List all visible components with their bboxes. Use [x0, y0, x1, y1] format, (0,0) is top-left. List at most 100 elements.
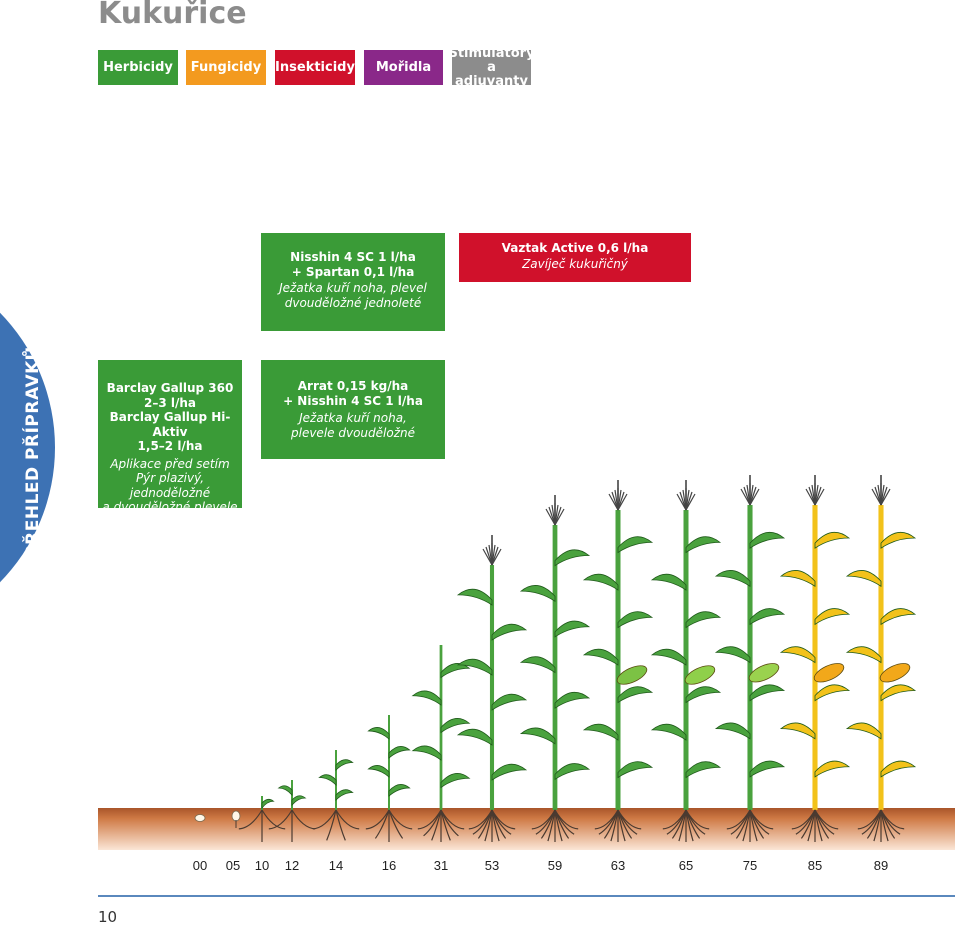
leaf-icon	[814, 531, 851, 549]
root-icon	[423, 809, 442, 837]
leaf-icon	[367, 727, 390, 740]
leaf-icon	[440, 773, 471, 789]
leaf-icon	[335, 789, 354, 801]
leaf-icon	[554, 549, 591, 567]
leaf-icon	[685, 611, 722, 629]
product-box-barclay: Barclay Gallup 360 2–3 l/ha Barclay Gall…	[98, 360, 242, 514]
product-box-arrat: Arrat 0,15 kg/ha + Nisshin 4 SC 1 l/ha J…	[261, 360, 445, 459]
leaf-icon	[779, 570, 816, 587]
leaf-icon	[582, 723, 619, 741]
stage-label-16: 16	[381, 858, 397, 873]
root-icon	[261, 809, 286, 830]
product-box-nisshin: Nisshin 4 SC 1 l/ha + Spartan 0,1 l/ha J…	[261, 233, 445, 331]
tassel-icon	[749, 488, 760, 506]
leaf-icon	[388, 746, 411, 759]
leaf-icon	[714, 722, 751, 740]
corn-cob-icon	[616, 665, 648, 685]
leaf-icon	[685, 761, 722, 779]
leaf-icon	[491, 763, 528, 781]
leaf-icon	[582, 648, 619, 666]
leaf-icon	[650, 723, 687, 741]
stage-label-59: 59	[547, 858, 563, 873]
corn-cob-icon	[684, 665, 716, 685]
stage-label-89: 89	[873, 858, 889, 873]
leaf-icon	[749, 684, 786, 702]
soil	[98, 808, 955, 850]
leaf-icon	[491, 693, 528, 711]
leaf-icon	[456, 588, 493, 606]
leaf-icon	[554, 763, 591, 781]
leaf-icon	[519, 656, 556, 674]
leaf-icon	[367, 765, 390, 778]
leaf-icon	[845, 570, 882, 587]
leaf-icon	[440, 718, 471, 734]
leaf-icon	[388, 784, 411, 797]
tab-insekticidy[interactable]: Insekticidy	[275, 50, 355, 85]
tassel-icon	[554, 508, 565, 526]
root-icon	[326, 809, 337, 841]
tassel-icon	[491, 548, 502, 566]
leaf-icon	[617, 536, 654, 554]
root-icon	[365, 809, 390, 830]
stage-label-14: 14	[328, 858, 344, 873]
side-band	[0, 255, 70, 640]
leaf-icon	[845, 646, 882, 664]
stage-label-65: 65	[678, 858, 694, 873]
tassel-icon	[880, 488, 891, 506]
stage-label-85: 85	[807, 858, 823, 873]
root-icon	[268, 809, 293, 830]
product-box-vaztak: Vaztak Active 0,6 l/ha Zavíječ kukuřičný	[459, 233, 691, 282]
leaf-icon	[617, 686, 654, 704]
leaf-icon	[880, 608, 917, 626]
corn-cob-icon	[813, 663, 845, 683]
leaf-icon	[617, 761, 654, 779]
corn-cob-icon	[879, 663, 911, 683]
tab-stimulatory[interactable]: Stimulátory a adjuvanty	[448, 45, 535, 89]
root-icon	[312, 809, 337, 830]
leaf-icon	[814, 684, 851, 702]
tab-herbicidy[interactable]: Herbicidy	[98, 50, 178, 85]
stage-label-63: 63	[610, 858, 626, 873]
leaf-icon	[582, 573, 619, 591]
root-icon	[749, 809, 774, 830]
leaf-icon	[779, 646, 816, 664]
leaf-icon	[685, 686, 722, 704]
leaf-icon	[814, 760, 851, 778]
root-icon	[814, 809, 839, 830]
seed-icon	[231, 810, 241, 822]
root-icon	[335, 809, 360, 830]
tab-moridla[interactable]: Mořidla	[364, 50, 443, 85]
leaf-icon	[814, 608, 851, 626]
page-title: Kukuřice	[98, 0, 247, 31]
root-icon	[431, 809, 442, 841]
stage-label-53: 53	[484, 858, 500, 873]
root-icon	[685, 809, 710, 830]
leaf-icon	[411, 745, 442, 761]
root-icon	[880, 809, 905, 830]
root-icon	[388, 809, 413, 830]
leaf-icon	[714, 646, 751, 664]
page-number: 10	[98, 908, 118, 926]
stage-label-00: 00	[192, 858, 208, 873]
tassel-icon	[814, 488, 825, 506]
stage-label-31: 31	[433, 858, 449, 873]
leaf-icon	[519, 585, 556, 602]
root-icon	[491, 809, 516, 830]
leaf-icon	[335, 759, 354, 771]
leaf-icon	[440, 663, 471, 679]
root-icon	[617, 809, 642, 830]
root-icon	[335, 809, 346, 841]
corn-cob-icon	[748, 663, 780, 683]
tab-fungicidy[interactable]: Fungicidy	[186, 50, 266, 85]
stage-label-75: 75	[742, 858, 758, 873]
seed-icon	[194, 814, 206, 822]
leaf-icon	[456, 728, 493, 746]
leaf-icon	[411, 690, 442, 706]
leaf-icon	[880, 531, 917, 549]
leaf-icon	[519, 727, 556, 745]
root-icon	[554, 809, 579, 830]
root-icon	[238, 809, 263, 830]
stage-label-05: 05	[225, 858, 241, 873]
leaf-icon	[749, 531, 786, 549]
